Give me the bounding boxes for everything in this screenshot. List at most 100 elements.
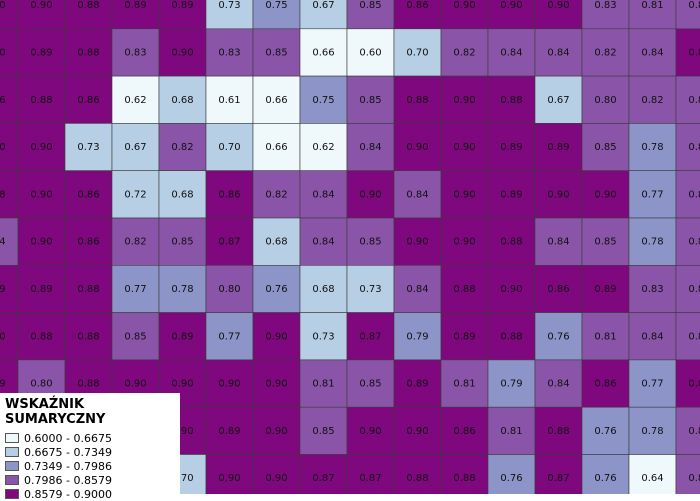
grid-cell — [205, 28, 254, 77]
grid-cell — [299, 0, 348, 30]
grid-cell — [64, 264, 113, 313]
grid-cell — [346, 217, 395, 266]
legend-label: 0.6675 - 0.7349 — [24, 445, 112, 459]
cell-value: 0.86 — [453, 426, 475, 437]
cell-value: 0.90 — [453, 237, 475, 248]
grid-cell — [393, 264, 442, 313]
cell-value: 0.70 — [406, 47, 428, 58]
legend-swatch — [5, 489, 19, 499]
cell-value: 0.85 — [359, 0, 381, 11]
grid-cell — [158, 170, 207, 219]
cell-value: 0.90 — [218, 473, 240, 484]
cell-value: 0.90 — [265, 331, 287, 342]
cell-value: 0.84 — [641, 47, 663, 58]
grid-cell — [393, 28, 442, 77]
cell-value: 0.76 — [500, 473, 522, 484]
cell-value: 0.90 — [30, 189, 52, 200]
grid-cell — [111, 170, 160, 219]
cell-value: 0.87 — [359, 473, 381, 484]
cell-value: 0.84 — [547, 237, 569, 248]
grid-cell — [158, 123, 207, 172]
cell-value: 0.87 — [359, 331, 381, 342]
grid-cell — [205, 359, 254, 408]
grid-cell — [299, 170, 348, 219]
grid-cell — [252, 312, 301, 361]
cell-value: 0.68 — [171, 95, 193, 106]
grid-cell — [111, 123, 160, 172]
grid-cell — [534, 454, 583, 494]
grid-cell — [346, 123, 395, 172]
cell-value: 0.90 — [0, 142, 6, 153]
cell-value: 0.89 — [124, 0, 146, 11]
legend-label: 0.7986 - 0.8579 — [24, 473, 112, 487]
grid-cell — [158, 75, 207, 124]
grid-cell — [628, 454, 677, 494]
cell-value: 0.83 — [218, 47, 240, 58]
cell-value: 0.78 — [641, 237, 663, 248]
cell-value: 0.85 — [359, 379, 381, 390]
grid-cell — [346, 312, 395, 361]
legend-item: 0.7986 - 0.8579 — [5, 473, 175, 487]
legend-label: 0.8579 - 0.9000 — [24, 487, 112, 501]
grid-cell — [534, 28, 583, 77]
cell-value: 0.88 — [77, 379, 99, 390]
cell-value: 0.89 — [594, 284, 616, 295]
cell-value: 0.79 — [406, 331, 428, 342]
grid-cell — [17, 264, 66, 313]
cell-value: 0.85 — [124, 331, 146, 342]
cell-value: 0.81 — [453, 379, 475, 390]
cell-value: 0.68 — [265, 237, 287, 248]
grid-cell — [581, 406, 630, 455]
grid-cell — [64, 312, 113, 361]
grid-cell — [581, 75, 630, 124]
grid-cell — [440, 312, 489, 361]
grid-cell — [581, 264, 630, 313]
grid-cell — [17, 0, 66, 30]
cell-value: 0.76 — [594, 426, 616, 437]
cell-value: 0.88 — [77, 47, 99, 58]
grid-cell — [17, 75, 66, 124]
grid-cell — [205, 454, 254, 494]
grid-cell — [64, 28, 113, 77]
grid-cell — [581, 312, 630, 361]
cell-value: 0.62 — [124, 95, 146, 106]
grid-cell — [252, 75, 301, 124]
cell-value: 0.88 — [30, 95, 52, 106]
grid-cell — [440, 123, 489, 172]
cell-value: 0.82 — [641, 95, 663, 106]
grid-cell — [628, 75, 677, 124]
cell-value: 0.86 — [77, 237, 99, 248]
cell-value: 0.90 — [0, 47, 6, 58]
cell-value: 0.88 — [453, 473, 475, 484]
cell-value: 0.68 — [171, 189, 193, 200]
grid-cell — [534, 170, 583, 219]
cell-value: 0.66 — [265, 142, 287, 153]
grid-cell — [440, 454, 489, 494]
legend-item: 0.6000 - 0.6675 — [5, 431, 175, 445]
cell-value: 0.88 — [500, 95, 522, 106]
cell-value: 0.90 — [265, 426, 287, 437]
cell-value: 0.80 — [688, 284, 700, 295]
cell-value: 0.78 — [171, 284, 193, 295]
cell-value: 0.81 — [594, 331, 616, 342]
grid-cell — [346, 406, 395, 455]
cell-value: 0.82 — [171, 142, 193, 153]
grid-cell — [299, 217, 348, 266]
legend-items: 0.6000 - 0.6675 0.6675 - 0.7349 0.7349 - 0… — [5, 431, 175, 501]
cell-value: 0.84 — [688, 473, 700, 484]
cell-value: 0.90 — [265, 379, 287, 390]
cell-value: 0.86 — [218, 189, 240, 200]
grid-cell — [393, 454, 442, 494]
cell-value: 0.87 — [218, 237, 240, 248]
legend-swatch — [5, 461, 19, 471]
cell-value: 0.73 — [312, 331, 334, 342]
cell-value: 0.83 — [641, 284, 663, 295]
grid-cell — [675, 454, 700, 494]
cell-value: 0.82 — [688, 331, 700, 342]
grid-cell — [299, 123, 348, 172]
cell-value: 0.88 — [77, 284, 99, 295]
grid-cell — [299, 454, 348, 494]
grid-cell — [205, 312, 254, 361]
cell-value: 0.90 — [218, 379, 240, 390]
